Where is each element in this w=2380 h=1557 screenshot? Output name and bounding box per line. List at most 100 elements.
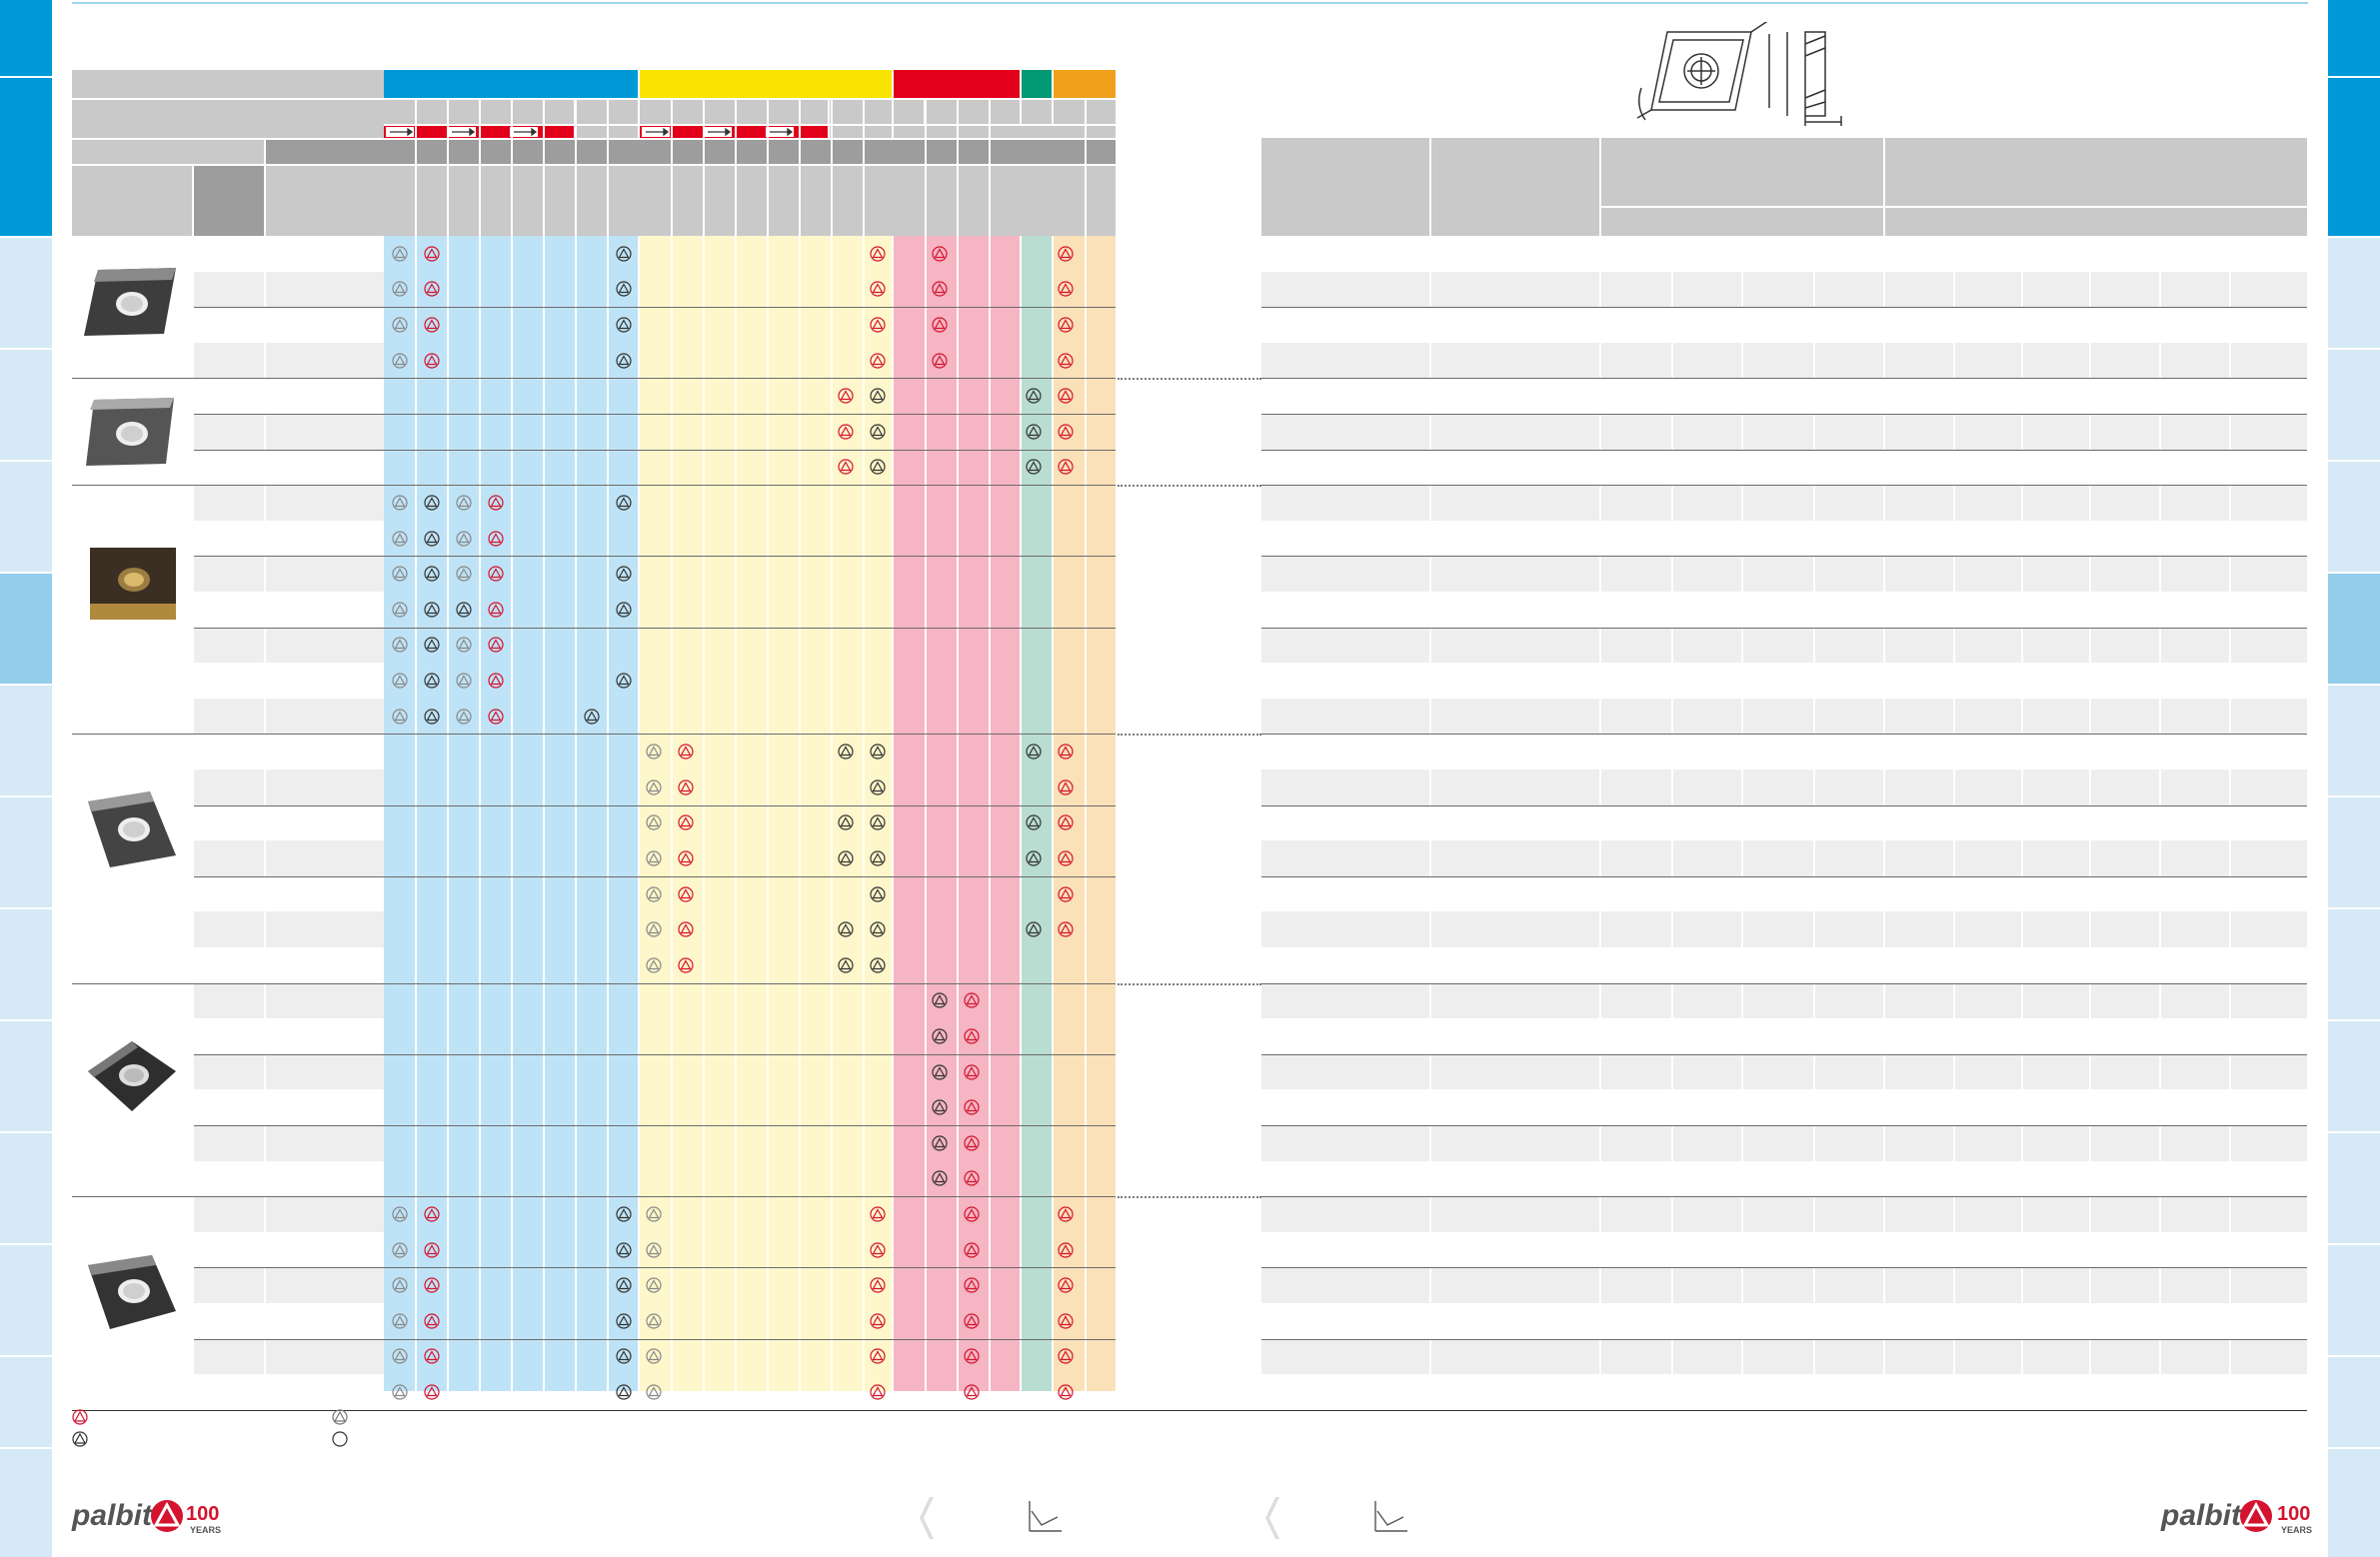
left-chapter-tabs <box>0 0 52 1557</box>
row-rule <box>1261 1125 2307 1126</box>
insert-image[interactable] <box>80 542 180 622</box>
group-dotted-rule <box>1118 982 1261 985</box>
chapter-tab-active[interactable] <box>0 78 52 238</box>
chapter-tab[interactable] <box>0 1021 52 1133</box>
row-rule <box>194 449 1116 451</box>
column-separator <box>2159 236 2161 1410</box>
chapter-tab-active[interactable] <box>2328 78 2380 238</box>
grade-triangle-icon <box>424 281 440 297</box>
chapter-tab[interactable] <box>2328 909 2380 1021</box>
grade-triangle-icon <box>1058 744 1074 760</box>
grade-triangle-icon <box>964 1063 980 1080</box>
grade-triangle-icon <box>1058 281 1074 297</box>
table-row <box>194 414 384 450</box>
chapter-tab[interactable] <box>0 574 52 686</box>
grade-triangle-icon <box>72 1431 88 1447</box>
grade-triangle-icon <box>332 1409 348 1425</box>
chapter-tab[interactable] <box>2328 1021 2380 1133</box>
grade-triangle-icon <box>870 1206 886 1222</box>
table-row <box>194 770 384 805</box>
chapter-tab[interactable] <box>0 686 52 797</box>
right-header-cell <box>1885 208 2307 236</box>
insert-geometry-drawing-icon <box>1636 22 1842 126</box>
table-row <box>194 556 384 592</box>
insert-image[interactable] <box>80 392 180 472</box>
group-dotted-rule <box>1118 734 1261 737</box>
grade-triangle-icon <box>456 708 472 725</box>
grade-triangle-icon <box>424 673 440 689</box>
chapter-tab[interactable] <box>2328 0 2380 78</box>
brand-logo-triangle-icon <box>2240 1500 2272 1532</box>
grade-triangle-icon <box>932 1135 948 1151</box>
grade-triangle-icon <box>1058 424 1074 440</box>
chapter-tab[interactable] <box>2328 350 2380 462</box>
grade-triangle-icon <box>616 352 632 369</box>
chapter-tab[interactable] <box>0 1133 52 1245</box>
chapter-tab[interactable] <box>0 1357 52 1449</box>
grade-triangle-icon <box>646 1277 662 1293</box>
page-nav-chevron-icon[interactable] <box>1261 1495 1281 1541</box>
grade-triangle-icon <box>964 1348 980 1364</box>
header-cell <box>72 70 384 98</box>
insert-image[interactable] <box>80 262 180 342</box>
grade-triangle-icon <box>932 317 948 333</box>
grade-triangle-icon <box>392 317 408 333</box>
page-nav-chevron-icon[interactable] <box>916 1495 936 1541</box>
header-cell <box>194 166 264 236</box>
chapter-tab[interactable] <box>2328 1133 2380 1245</box>
insert-image[interactable] <box>80 1037 180 1117</box>
grade-triangle-icon <box>1058 885 1074 902</box>
grade-triangle-icon <box>424 352 440 369</box>
chapter-tab[interactable] <box>2328 1245 2380 1357</box>
chapter-tab[interactable] <box>2328 462 2380 574</box>
chapter-tab[interactable] <box>0 797 52 909</box>
insert-image[interactable] <box>80 789 180 869</box>
table-row <box>1261 342 2307 379</box>
grade-triangle-icon <box>870 779 886 795</box>
row-rule <box>1261 556 2307 558</box>
chapter-tab[interactable] <box>0 0 52 78</box>
chapter-tab[interactable] <box>0 909 52 1021</box>
grade-triangle-icon <box>424 1348 440 1364</box>
grade-triangle-icon <box>964 1099 980 1115</box>
grade-triangle-icon <box>392 246 408 262</box>
table-row <box>1261 1196 2307 1232</box>
chapter-tab[interactable] <box>2328 686 2380 797</box>
grade-triangle-icon <box>616 1348 632 1364</box>
grade-triangle-icon <box>870 1348 886 1364</box>
chapter-tab[interactable] <box>2328 797 2380 909</box>
brand-logo-triangle-icon <box>151 1500 183 1532</box>
insert-image[interactable] <box>80 1251 180 1331</box>
chapter-tab[interactable] <box>2328 1357 2380 1449</box>
grade-triangle-icon <box>1058 850 1074 866</box>
row-rule <box>194 627 1116 629</box>
chapter-tab[interactable] <box>2328 574 2380 686</box>
header-cell <box>72 100 384 138</box>
table-row <box>194 342 384 379</box>
grade-triangle-icon <box>870 1384 886 1400</box>
cutting-data-graph-icon[interactable] <box>1369 1499 1409 1535</box>
grade-triangle-icon <box>424 495 440 511</box>
grade-triangle-icon <box>616 495 632 511</box>
group-rule <box>1261 378 2307 380</box>
chapter-tab[interactable] <box>0 1245 52 1357</box>
grade-triangle-icon <box>424 1313 440 1329</box>
chapter-tab[interactable] <box>0 238 52 350</box>
grade-triangle-icon <box>1026 850 1042 866</box>
empty-circle-icon <box>332 1431 348 1447</box>
cutting-data-graph-icon[interactable] <box>1024 1499 1064 1535</box>
chapter-tab[interactable] <box>2328 238 2380 350</box>
group-rule <box>72 982 1116 984</box>
grade-triangle-icon <box>1026 921 1042 937</box>
grade-triangle-icon <box>392 1348 408 1364</box>
chapter-tab[interactable] <box>0 462 52 574</box>
grade-triangle-icon <box>456 602 472 618</box>
grade-triangle-icon <box>932 1170 948 1186</box>
grade-triangle-icon <box>424 317 440 333</box>
grade-triangle-icon <box>584 708 600 725</box>
group-dotted-rule <box>1118 1196 1261 1199</box>
grade-triangle-icon <box>392 530 408 547</box>
chapter-tab[interactable] <box>0 350 52 462</box>
grade-triangle-icon <box>678 921 694 937</box>
grade-triangle-icon <box>1026 459 1042 475</box>
